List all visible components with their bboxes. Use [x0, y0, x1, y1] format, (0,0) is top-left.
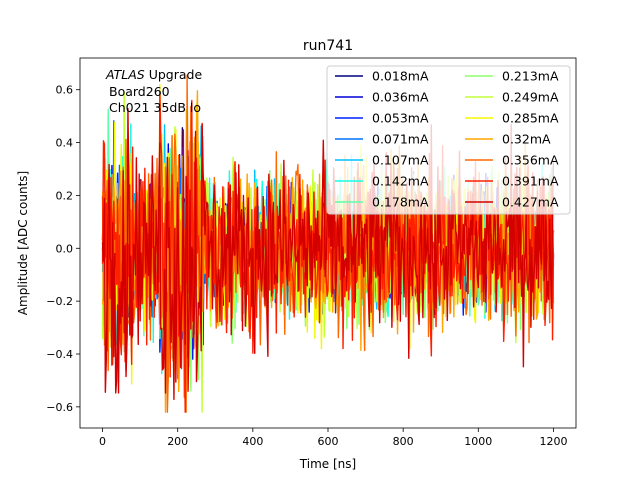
- legend-label: 0.036mA: [372, 90, 429, 105]
- legend-label: 0.391mA: [502, 174, 559, 189]
- upgrade-label: Upgrade: [149, 67, 203, 82]
- legend-label: 0.213mA: [502, 69, 559, 84]
- x-tick-label: 800: [393, 435, 414, 448]
- y-tick-label: 0.4: [56, 137, 74, 150]
- legend-label: 0.107mA: [372, 153, 429, 168]
- x-tick-label: 400: [242, 435, 263, 448]
- chart-title: run741: [303, 38, 353, 54]
- y-tick-label: 0.2: [56, 189, 74, 202]
- legend-label: 0.427mA: [502, 195, 559, 210]
- y-tick-label: −0.2: [46, 295, 73, 308]
- legend-label: 0.249mA: [502, 90, 559, 105]
- atlas-label: ATLAS: [105, 67, 145, 82]
- legend-label: 0.053mA: [372, 111, 429, 126]
- legend-label: 0.32mA: [502, 132, 551, 147]
- legend-box: [326, 65, 571, 215]
- x-tick-label: 1000: [464, 435, 492, 448]
- x-axis: 0 200 400 600 800 1000 1200: [99, 428, 567, 448]
- y-axis: −0.6 −0.4 −0.2 0.0 0.2 0.4 0.6: [46, 84, 80, 414]
- legend-label: 0.356mA: [502, 153, 559, 168]
- board-label: Board260: [109, 84, 170, 99]
- legend-label: 0.178mA: [372, 195, 429, 210]
- legend-label: 0.142mA: [372, 174, 429, 189]
- legend-label: 0.071mA: [372, 132, 429, 147]
- y-tick-label: 0.6: [56, 84, 74, 97]
- y-tick-label: 0.0: [56, 242, 74, 255]
- x-tick-label: 200: [167, 435, 188, 448]
- series-line: [101, 90, 555, 413]
- series-layer: [101, 74, 555, 413]
- y-axis-label: Amplitude [ADC counts]: [16, 171, 30, 315]
- x-tick-label: 1200: [539, 435, 567, 448]
- x-axis-label: Time [ns]: [299, 457, 356, 471]
- x-tick-label: 600: [318, 435, 339, 448]
- y-tick-label: −0.4: [46, 348, 73, 361]
- x-tick-label: 0: [99, 435, 106, 448]
- svg-text:ATLAS Upgrade: ATLAS Upgrade: [105, 67, 202, 82]
- legend-label: 0.285mA: [502, 111, 559, 126]
- y-tick-label: −0.6: [46, 401, 73, 414]
- channel-label: Ch021 35dB lo: [109, 100, 201, 115]
- legend: 0.018mA 0.036mA 0.053mA 0.071mA 0.107mA 0.142…: [326, 65, 571, 215]
- legend-label: 0.018mA: [372, 69, 429, 84]
- atlas-annotation: ATLAS Upgrade Board260 Ch021 35dB lo: [105, 67, 202, 115]
